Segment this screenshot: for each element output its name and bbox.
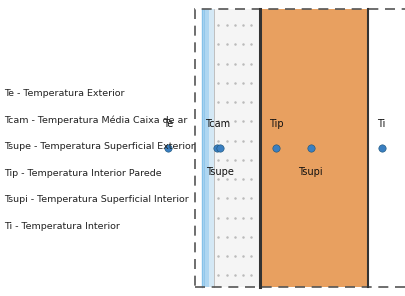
Point <box>213 146 220 150</box>
Point <box>217 146 223 150</box>
Text: Tsupi - Temperatura Superficial Interior: Tsupi - Temperatura Superficial Interior <box>4 195 188 204</box>
Bar <box>260 9 367 287</box>
Text: Te: Te <box>163 119 173 129</box>
Text: Tcam: Tcam <box>204 119 229 129</box>
Text: Tsupi: Tsupi <box>298 167 322 177</box>
Text: Tsupe: Tsupe <box>206 167 234 177</box>
Bar <box>213 9 260 287</box>
Text: Ti: Ti <box>377 119 385 129</box>
Text: Ti - Temperatura Interior: Ti - Temperatura Interior <box>4 222 119 231</box>
Text: Te - Temperatura Exterior: Te - Temperatura Exterior <box>4 89 124 98</box>
Bar <box>202 9 209 287</box>
Bar <box>194 9 405 287</box>
Point <box>165 146 171 150</box>
Point <box>272 146 279 150</box>
Bar <box>209 9 213 287</box>
Point <box>307 146 313 150</box>
Text: Tip - Temperatura Interior Parede: Tip - Temperatura Interior Parede <box>4 169 161 178</box>
Text: Tip: Tip <box>268 119 283 129</box>
Point <box>377 146 384 150</box>
Text: Tsupe - Temperatura Superficial Exterior: Tsupe - Temperatura Superficial Exterior <box>4 142 194 151</box>
Text: Tcam - Temperatura Média Caixa de ar: Tcam - Temperatura Média Caixa de ar <box>4 115 187 125</box>
